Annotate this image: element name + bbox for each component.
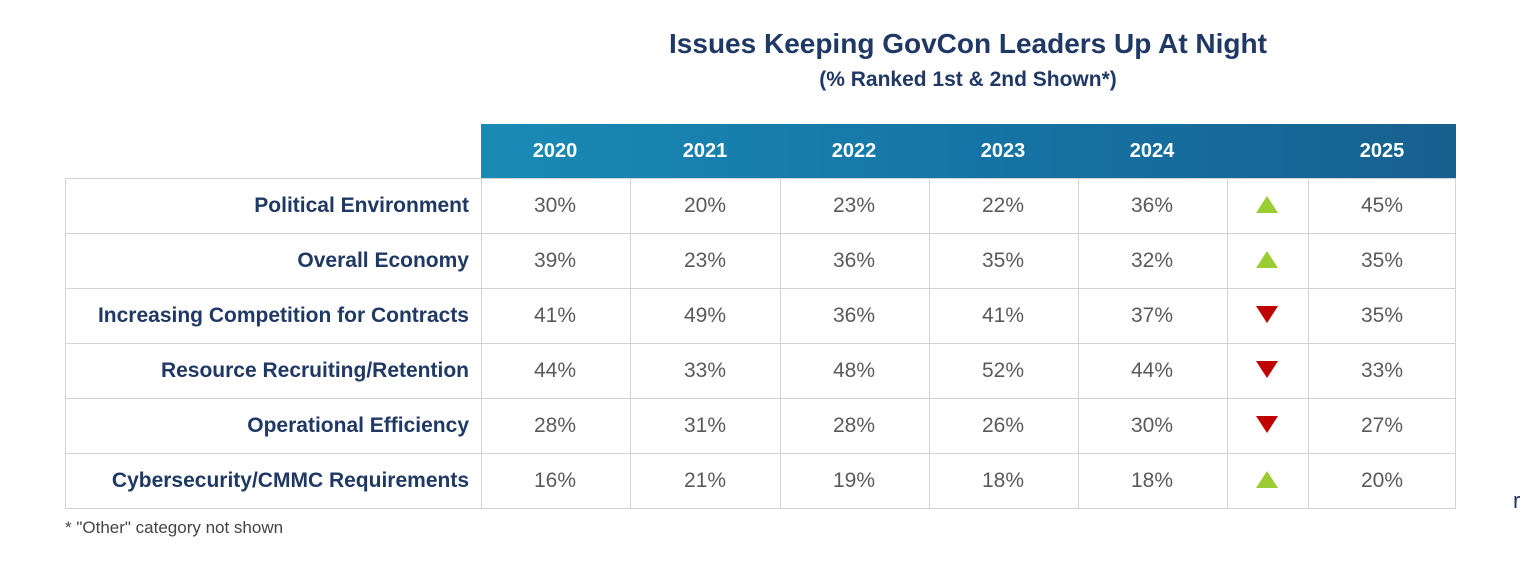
row-label: Overall Economy	[297, 249, 469, 272]
table-cell-2025: 45%	[1360, 194, 1404, 217]
grid-hline	[65, 343, 1456, 344]
trend-down-icon	[1256, 416, 1278, 433]
table-header-band	[481, 124, 1456, 178]
column-header-2023: 2023	[980, 140, 1026, 162]
row-label: Political Environment	[254, 194, 469, 217]
table-cell-2021: 49%	[683, 304, 727, 327]
trend-up-icon	[1256, 196, 1278, 213]
table-cell-2021: 31%	[683, 414, 727, 437]
table-cell-2022: 36%	[832, 249, 876, 272]
table-cell-2024: 18%	[1130, 469, 1174, 492]
grid-hline	[65, 398, 1456, 399]
row-label: Resource Recruiting/Retention	[160, 359, 469, 382]
table-cell-2025: 35%	[1360, 249, 1404, 272]
trend-down-icon	[1256, 306, 1278, 323]
table-cell-2023: 35%	[981, 249, 1025, 272]
table-cell-2024: 44%	[1130, 359, 1174, 382]
column-header-2022: 2022	[831, 140, 877, 162]
table-cell-2020: 28%	[533, 414, 577, 437]
table-cell-2021: 21%	[683, 469, 727, 492]
table-cell-2022: 23%	[832, 194, 876, 217]
table-cell-2023: 41%	[981, 304, 1025, 327]
table-cell-2025: 33%	[1360, 359, 1404, 382]
table-cell-2024: 30%	[1130, 414, 1174, 437]
table-cell-2020: 41%	[533, 304, 577, 327]
table-cell-2020: 39%	[533, 249, 577, 272]
table-cell-2024: 37%	[1130, 304, 1174, 327]
table-cell-2024: 32%	[1130, 249, 1174, 272]
chart-title: Issues Keeping GovCon Leaders Up At Nigh…	[669, 28, 1267, 59]
column-header-2025: 2025	[1359, 140, 1405, 162]
row-label: Increasing Competition for Contracts	[97, 304, 469, 327]
table-cell-2022: 19%	[832, 469, 876, 492]
table-cell-2023: 26%	[981, 414, 1025, 437]
table-cell-2020: 16%	[533, 469, 577, 492]
chart-subtitle: (% Ranked 1st & 2nd Shown*)	[819, 68, 1117, 91]
column-header-2024: 2024	[1129, 140, 1175, 162]
column-header-2020: 2020	[532, 140, 578, 162]
table-cell-2022: 48%	[832, 359, 876, 382]
table-cell-2025: 27%	[1360, 414, 1404, 437]
trend-up-icon	[1256, 471, 1278, 488]
table-cell-2021: 23%	[683, 249, 727, 272]
grid-hline	[65, 288, 1456, 289]
table-cell-2023: 22%	[981, 194, 1025, 217]
table-cell-2023: 18%	[981, 469, 1025, 492]
footnote: * "Other" category not shown	[65, 518, 284, 537]
table-cell-2020: 30%	[533, 194, 577, 217]
trend-up-icon	[1256, 251, 1278, 268]
table-cell-2022: 36%	[832, 304, 876, 327]
row-label: Operational Efficiency	[247, 414, 469, 437]
table-cell-2025: 20%	[1360, 469, 1404, 492]
table-cell-2023: 52%	[981, 359, 1025, 382]
grid-hline	[65, 453, 1456, 454]
table-cell-2021: 20%	[683, 194, 727, 217]
row-label: Cybersecurity/CMMC Requirements	[111, 469, 469, 492]
table-cell-2025: 35%	[1360, 304, 1404, 327]
table-cell-2024: 36%	[1130, 194, 1174, 217]
column-header-2021: 2021	[682, 140, 728, 162]
table-cell-2021: 33%	[683, 359, 727, 382]
table-cell-2020: 44%	[533, 359, 577, 382]
trend-down-icon	[1256, 361, 1278, 378]
table-cell-2022: 28%	[832, 414, 876, 437]
grid-hline	[65, 233, 1456, 234]
edge-text-fragment: r	[1513, 488, 1521, 513]
